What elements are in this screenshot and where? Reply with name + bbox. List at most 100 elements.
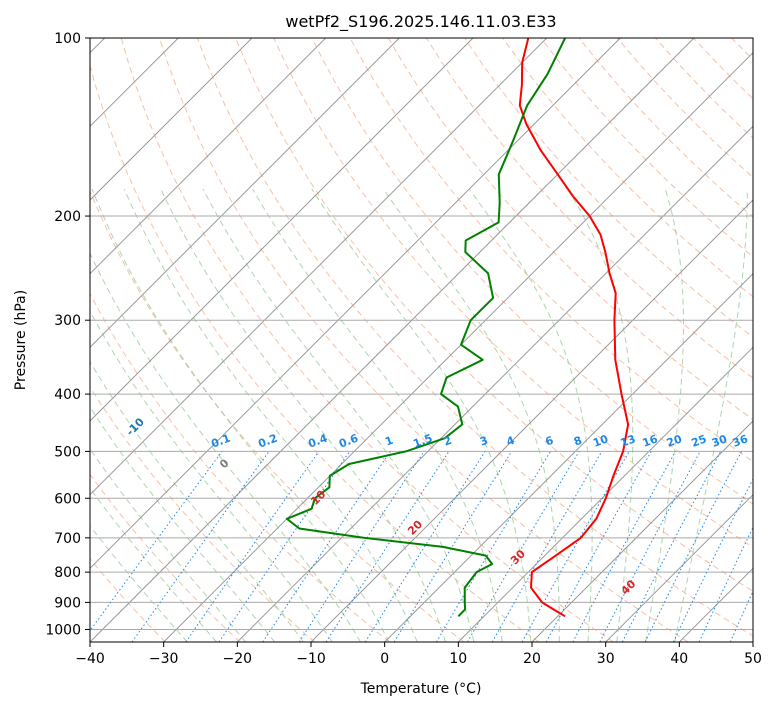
mixing-ratio-label: 0.2 bbox=[256, 432, 279, 451]
mixing-ratio-label: 4 bbox=[505, 434, 517, 449]
y-tick-label: 100 bbox=[54, 31, 81, 47]
mixing-ratio-label: 16 bbox=[641, 432, 660, 450]
mixing-ratio-line bbox=[185, 451, 320, 642]
mixing-ratio-label: 10 bbox=[591, 432, 610, 450]
mixing-ratio-label: 0.6 bbox=[337, 432, 360, 451]
mixing-ratio-line bbox=[545, 451, 652, 642]
moist-adiabat-line bbox=[123, 188, 418, 642]
moist-adiabat-line bbox=[382, 188, 560, 642]
grid-layer bbox=[90, 38, 753, 642]
y-tick-label: 500 bbox=[54, 444, 81, 460]
dry-adiabat-line bbox=[235, 38, 753, 592]
dry-adiabat-line bbox=[349, 38, 753, 463]
isotherm-line bbox=[90, 38, 621, 570]
mixing-ratio-line bbox=[644, 451, 742, 642]
mixing-ratio-label: 1 bbox=[383, 434, 395, 449]
dry-adiabat-line bbox=[158, 38, 689, 642]
moist-adiabat-line bbox=[90, 252, 362, 642]
moist-adiabat-line bbox=[90, 310, 333, 642]
moist-adiabat-line bbox=[90, 487, 217, 642]
mixing-ratio-line bbox=[90, 451, 223, 632]
isotherm-line bbox=[90, 38, 695, 642]
mixing-ratio-label: 3 bbox=[478, 434, 490, 449]
dry-adiabat-line bbox=[90, 292, 390, 642]
chart-title: wetPf2_S196.2025.146.11.03.E33 bbox=[285, 12, 556, 32]
mixing-ratio-label: 36 bbox=[731, 432, 750, 450]
moist-adiabat-line bbox=[160, 188, 447, 642]
isotherm-line bbox=[605, 493, 753, 642]
y-tick-label: 700 bbox=[54, 531, 81, 547]
y-axis-title: Pressure (hPa) bbox=[13, 290, 29, 390]
moist-adiabat-line bbox=[645, 188, 684, 642]
x-tick-label: −10 bbox=[296, 651, 326, 667]
moist-adiabat-line bbox=[252, 188, 503, 642]
series-layer bbox=[285, 38, 630, 618]
x-tick-label: 20 bbox=[523, 651, 541, 667]
mixing-ratio-line bbox=[521, 451, 630, 642]
isotherm-line bbox=[90, 38, 253, 201]
y-tick-label: 300 bbox=[54, 313, 81, 329]
dry-adiabat-line bbox=[90, 63, 540, 642]
line-label-layer: 0.1 0.2 0.4 0.6 1 1.5 2 3 4 6 8 10 13 16 20 25 30 36-1001… bbox=[124, 415, 750, 597]
mixing-ratio-label: 25 bbox=[690, 432, 709, 449]
dry-adiabat-line bbox=[425, 38, 753, 379]
mixing-ratio-label: 6 bbox=[544, 434, 556, 449]
x-tick-label: −20 bbox=[223, 651, 253, 667]
y-tick-label: 1000 bbox=[45, 623, 81, 639]
isotherm-line bbox=[90, 38, 548, 496]
sounding-line-1 bbox=[285, 38, 566, 618]
mixing-ratio-label: 30 bbox=[710, 432, 729, 450]
moist-adiabat-line bbox=[468, 188, 593, 642]
mixing-ratio-line bbox=[262, 451, 391, 642]
x-axis-title: Temperature (°C) bbox=[360, 681, 482, 697]
mixing-ratio-line bbox=[298, 451, 425, 642]
isotherm-line bbox=[90, 38, 327, 275]
mixing-ratio-label: 20 bbox=[665, 432, 684, 450]
mixing-ratio-line bbox=[131, 451, 270, 642]
x-tick-label: 10 bbox=[449, 651, 467, 667]
mixing-ratio-line bbox=[621, 451, 722, 642]
plot-frame bbox=[89, 37, 754, 643]
moist-adiabat-line bbox=[90, 448, 247, 642]
dry-adiabat-line bbox=[387, 38, 753, 421]
isotherm-line bbox=[90, 38, 474, 422]
moist-adiabat-line bbox=[674, 189, 748, 642]
dry-adiabat-line bbox=[120, 38, 614, 642]
mixing-ratio-label: 2 bbox=[442, 434, 454, 449]
x-tick-label: 50 bbox=[744, 651, 762, 667]
dry-adiabat-line bbox=[273, 38, 753, 548]
x-tick-label: −30 bbox=[149, 651, 179, 667]
tick-layer: −40 −30 −20 −10 0 10 20 30 40 50 1000 900 800 700 600 5… bbox=[45, 31, 762, 667]
mixing-ratio-line bbox=[325, 451, 450, 642]
y-tick-label: 800 bbox=[54, 565, 81, 581]
y-tick-label: 200 bbox=[54, 209, 81, 225]
dry-adiabat-line bbox=[90, 473, 241, 642]
mixing-ratio-label: 0.4 bbox=[306, 432, 329, 451]
mixing-ratio-label: 0.1 bbox=[210, 432, 233, 451]
mixing-ratio-label: 13 bbox=[619, 432, 638, 449]
moist-adiabat-line bbox=[202, 188, 475, 642]
mixing-ratio-line bbox=[572, 451, 676, 642]
moist-adiabat-line bbox=[567, 188, 634, 642]
dry-adiabat-line bbox=[311, 38, 753, 505]
dry-adiabat-line bbox=[502, 38, 753, 298]
isotherm-line bbox=[163, 51, 753, 642]
y-tick-label: 400 bbox=[54, 387, 81, 403]
isotherm-line bbox=[531, 420, 753, 642]
dry-adiabat-line bbox=[90, 385, 316, 642]
mixing-ratio-line bbox=[393, 451, 513, 642]
moist-adiabat-line bbox=[90, 524, 188, 642]
sounding-line-0 bbox=[518, 38, 630, 618]
dry-adiabat-line bbox=[90, 189, 465, 642]
y-tick-label: 900 bbox=[54, 595, 81, 611]
x-tick-label: −40 bbox=[75, 651, 105, 667]
dry-adiabat-line bbox=[464, 38, 753, 338]
x-tick-label: 30 bbox=[597, 651, 615, 667]
isotherm-line bbox=[90, 38, 400, 349]
mixing-ratio-line bbox=[218, 451, 351, 642]
isotherm-line bbox=[236, 125, 753, 642]
x-tick-label: 40 bbox=[670, 651, 688, 667]
moist-adiabat-line bbox=[91, 188, 390, 642]
